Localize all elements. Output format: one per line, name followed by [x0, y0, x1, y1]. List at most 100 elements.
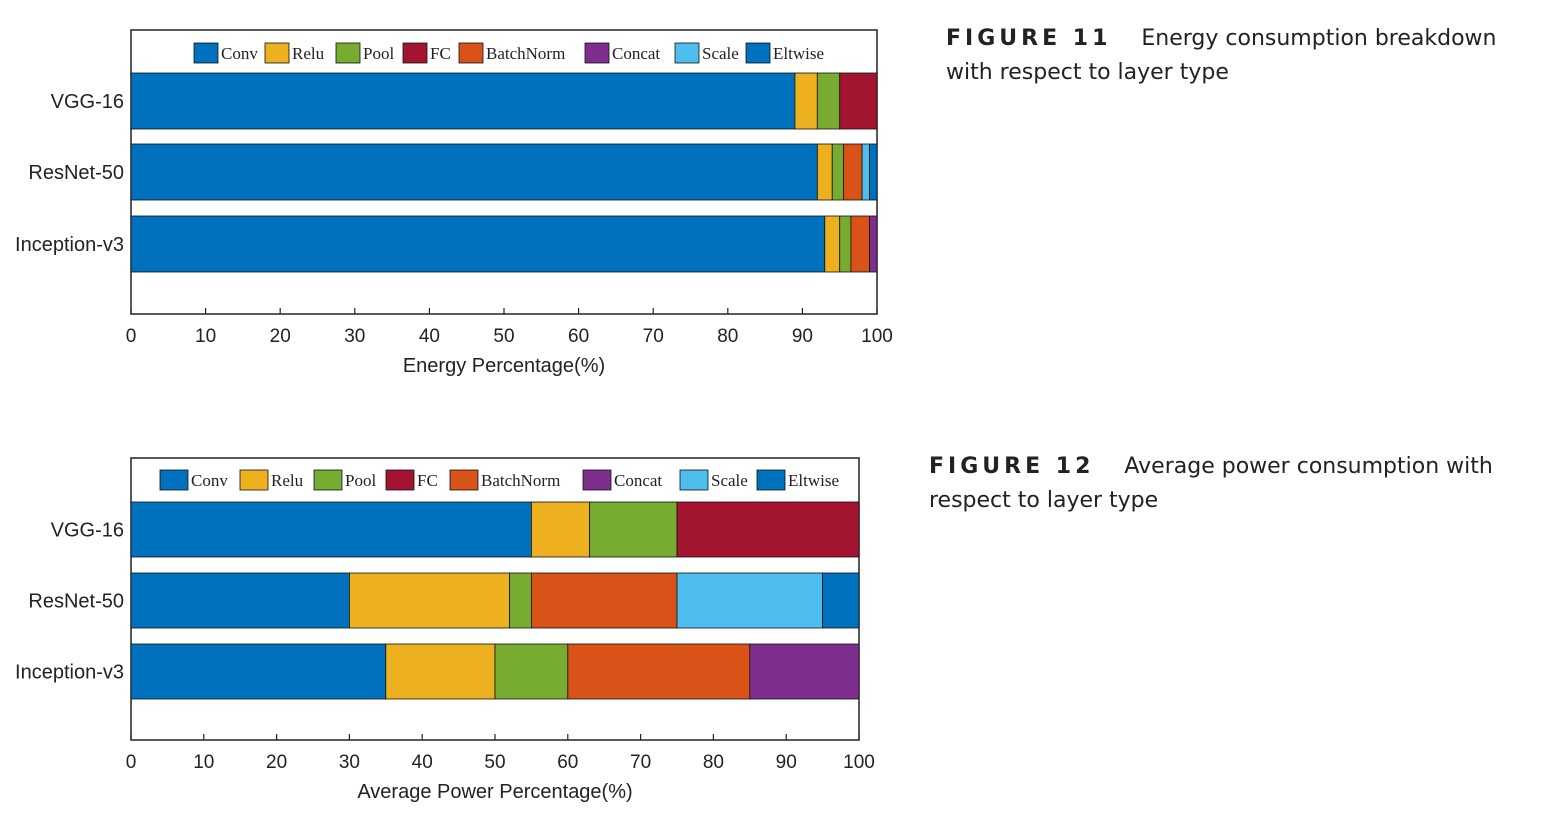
chart1-legend-label-pool: Pool — [363, 44, 394, 63]
chart1-x-tick-label: 90 — [792, 326, 813, 347]
chart1-legend-swatch-fc — [402, 42, 428, 64]
chart2-legend-swatch-eltwise — [756, 469, 786, 491]
chart2-x-tick-label: 50 — [484, 752, 505, 773]
chart2-legend-label-eltwise: Eltwise — [788, 471, 839, 490]
chart1-x-axis-label: Energy Percentage(%) — [403, 355, 605, 377]
chart2-bar-vgg-16-conv — [130, 501, 532, 558]
chart1-x-tick-label: 0 — [126, 326, 137, 347]
chart1-bar-vgg-16-fc — [839, 72, 878, 130]
chart2-bar-inception-v3-relu — [385, 643, 496, 700]
chart2-legend-label-batchnorm: BatchNorm — [481, 471, 560, 490]
energy-breakdown-chart: VGG-16 ResNet-50 Inception-v3 0 10 20 30 40 50 60… — [15, 29, 893, 377]
chart1-legend-swatch-batchnorm — [458, 42, 484, 64]
chart1-bar-vgg-16-conv — [130, 72, 796, 130]
chart1-bar-inception-v3-concat — [869, 215, 878, 273]
chart1-legend-swatch-conv — [193, 42, 219, 64]
chart1-bar-resnet-50-scale — [861, 143, 870, 201]
chart2-bar-vgg-16-relu — [531, 501, 591, 558]
chart2-bar-inception-v3-conv — [130, 643, 387, 700]
chart1-category-label: VGG-16 — [51, 91, 124, 113]
chart1-x-tick-label: 60 — [568, 326, 589, 347]
chart1-x-tick-label: 80 — [717, 326, 738, 347]
figure-11-caption: FIGURE 11 Energy consumption breakdown wi… — [946, 22, 1546, 90]
chart2-category-label: ResNet-50 — [28, 591, 124, 613]
chart1-legend-label-scale: Scale — [702, 44, 739, 63]
chart1-legend: Conv Relu Pool FC BatchNorm Concat Scale Eltwis… — [193, 42, 824, 64]
chart2-legend-swatch-relu — [239, 469, 269, 491]
chart1-x-tick-label: 50 — [493, 326, 514, 347]
chart2-legend-swatch-concat — [582, 469, 612, 491]
chart1-legend-swatch-concat — [584, 42, 610, 64]
chart1-bar-vgg-16-pool — [816, 72, 841, 130]
chart1-legend-swatch-eltwise — [745, 42, 771, 64]
chart1-bar-inception-v3-batchnorm — [850, 215, 870, 273]
chart1-legend-label-batchnorm: BatchNorm — [486, 44, 565, 63]
chart2-legend: Conv Relu Pool FC BatchNorm Concat Scale Eltwis… — [159, 469, 839, 491]
chart2-category-label: VGG-16 — [51, 520, 124, 542]
chart1-x-tick-label: 10 — [195, 326, 216, 347]
figure-11-label: FIGURE 11 — [946, 26, 1112, 51]
chart1-bar-vgg-16-relu — [794, 72, 818, 130]
chart1-legend-label-fc: FC — [430, 44, 451, 63]
chart2-legend-swatch-pool — [313, 469, 343, 491]
chart2-category-label: Inception-v3 — [15, 662, 124, 684]
chart2-x-tick-label: 100 — [843, 752, 875, 773]
chart1-x-tick-label: 20 — [270, 326, 291, 347]
chart2-bar-resnet-50-scale — [676, 572, 824, 629]
chart2-legend-label-concat: Concat — [614, 471, 662, 490]
chart2-bar-inception-v3-concat — [749, 643, 860, 700]
chart2-bar-vgg-16-pool — [589, 501, 678, 558]
chart2-x-tick-label: 0 — [126, 752, 137, 773]
chart1-x-tick-label: 100 — [861, 326, 893, 347]
figure-12-label: FIGURE 12 — [929, 454, 1095, 479]
chart1-legend-label-conv: Conv — [221, 44, 258, 63]
chart1-legend-label-eltwise: Eltwise — [773, 44, 824, 63]
chart2-bar-resnet-50-conv — [130, 572, 350, 629]
chart2-bar-resnet-50-pool — [509, 572, 532, 629]
chart2-x-tick-label: 90 — [776, 752, 797, 773]
chart2-x-axis-label: Average Power Percentage(%) — [357, 781, 632, 803]
chart2-legend-label-pool: Pool — [345, 471, 376, 490]
chart2-x-tick-label: 80 — [703, 752, 724, 773]
chart1-bar-resnet-50-pool — [831, 143, 844, 201]
chart1-category-label: ResNet-50 — [28, 162, 124, 184]
chart1-category-label: Inception-v3 — [15, 234, 124, 256]
chart1-legend-swatch-pool — [335, 42, 361, 64]
chart2-bar-resnet-50-batchnorm — [531, 572, 678, 629]
chart1-x-tick-label: 70 — [643, 326, 664, 347]
chart2-bar-resnet-50-relu — [348, 572, 510, 629]
chart2-x-tick-label: 70 — [630, 752, 651, 773]
figure-12-text: Average power consumption with respect t… — [929, 454, 1493, 513]
figure-11-text: Energy consumption breakdown with respec… — [946, 26, 1497, 85]
chart2-legend-label-scale: Scale — [711, 471, 748, 490]
figure-12-caption: FIGURE 12 Average power consumption with … — [929, 450, 1529, 518]
chart2-legend-swatch-batchnorm — [449, 469, 479, 491]
chart1-legend-swatch-scale — [674, 42, 700, 64]
chart2-legend-swatch-scale — [679, 469, 709, 491]
chart2-legend-label-relu: Relu — [271, 471, 304, 490]
chart1-bar-resnet-50-eltwise — [869, 143, 878, 201]
chart2-x-tick-label: 10 — [193, 752, 214, 773]
chart1-legend-label-concat: Concat — [612, 44, 660, 63]
chart2-legend-swatch-conv — [159, 469, 189, 491]
chart1-bar-resnet-50-batchnorm — [843, 143, 863, 201]
chart2-bar-vgg-16-fc — [676, 501, 860, 558]
chart2-bar-resnet-50-eltwise — [822, 572, 860, 629]
chart1-bar-resnet-50-relu — [816, 143, 833, 201]
chart1-x-tick-label: 30 — [344, 326, 365, 347]
chart2-bar-inception-v3-pool — [494, 643, 569, 700]
chart1-x-tick-label: 40 — [419, 326, 440, 347]
chart2-legend-label-fc: FC — [417, 471, 438, 490]
chart2-x-tick-label: 20 — [266, 752, 287, 773]
chart1-bar-inception-v3-relu — [824, 215, 841, 273]
chart2-bar-inception-v3-batchnorm — [567, 643, 751, 700]
chart2-x-tick-label: 60 — [557, 752, 578, 773]
average-power-chart: VGG-16 ResNet-50 Inception-v3 0 10 20 30 40 50 60… — [15, 457, 875, 803]
chart2-x-tick-label: 30 — [339, 752, 360, 773]
chart1-bar-inception-v3-conv — [130, 215, 826, 273]
chart1-bar-inception-v3-pool — [839, 215, 852, 273]
chart2-legend-swatch-fc — [385, 469, 415, 491]
chart1-legend-swatch-relu — [264, 42, 290, 64]
chart1-bar-resnet-50-conv — [130, 143, 818, 201]
chart2-x-tick-label: 40 — [412, 752, 433, 773]
